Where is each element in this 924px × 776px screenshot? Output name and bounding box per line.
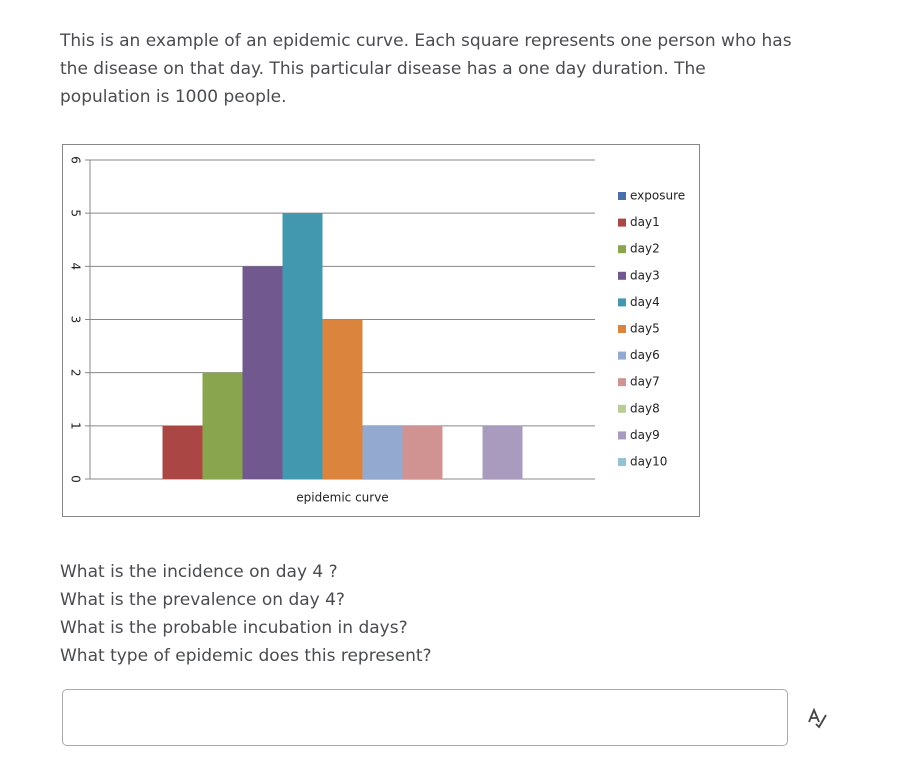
legend-swatch xyxy=(618,404,626,413)
y-tick-label: 3 xyxy=(69,316,83,324)
legend-label: day8 xyxy=(630,401,660,415)
bar xyxy=(242,266,283,479)
bar xyxy=(162,425,203,479)
legend-label: day5 xyxy=(630,322,660,336)
legend-label: day10 xyxy=(630,455,667,469)
legend-swatch xyxy=(618,458,626,466)
bar xyxy=(402,425,443,479)
question: What is the incidence on day 4 ? xyxy=(60,562,338,582)
legend-label: day3 xyxy=(630,268,660,282)
y-tick-label: 6 xyxy=(69,156,83,164)
legend-swatch xyxy=(618,351,626,360)
legend-swatch xyxy=(618,218,626,227)
legend-label: day6 xyxy=(630,348,660,362)
y-tick-label: 5 xyxy=(69,209,83,217)
legend-label: day9 xyxy=(630,428,660,442)
legend-swatch xyxy=(618,192,626,200)
legend-swatch xyxy=(618,271,626,280)
x-tick-label: epidemic curve xyxy=(296,491,388,505)
answer-input[interactable] xyxy=(62,689,788,746)
spellcheck-icon[interactable] xyxy=(806,707,828,729)
legend-label: day1 xyxy=(630,215,660,229)
legend-swatch xyxy=(618,325,626,333)
legend-label: day2 xyxy=(630,242,660,256)
legend-swatch xyxy=(618,298,626,307)
y-tick-label: 4 xyxy=(69,263,83,271)
legend-swatch xyxy=(618,431,626,440)
question: What is the probable incubation in days? xyxy=(60,618,408,638)
bar xyxy=(282,213,323,479)
bar xyxy=(322,319,363,479)
bar xyxy=(482,425,523,479)
chart: 0 1 2 3 4 5 6 epidemic curve exposure day1 day2 day… xyxy=(62,144,700,517)
bar xyxy=(362,425,403,479)
y-tick-label: 1 xyxy=(69,422,83,430)
legend-label: exposure xyxy=(630,189,685,203)
legend-label: day4 xyxy=(630,295,660,309)
y-tick-label: 2 xyxy=(69,369,83,377)
y-tick-label: 0 xyxy=(69,475,83,483)
intro-line: This is an example of an epidemic curve.… xyxy=(60,31,792,51)
question: What type of epidemic does this represen… xyxy=(60,646,432,666)
intro-line: the disease on that day. This particular… xyxy=(60,59,706,79)
intro-line: population is 1000 people. xyxy=(60,87,287,107)
legend-swatch xyxy=(618,245,626,254)
bar xyxy=(202,372,243,479)
legend-swatch xyxy=(618,378,626,387)
legend-label: day7 xyxy=(630,375,660,389)
question: What is the prevalence on day 4? xyxy=(60,590,345,610)
